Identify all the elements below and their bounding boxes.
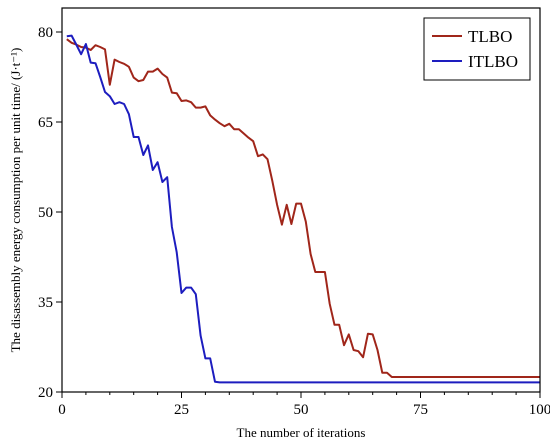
series-line-tlbo	[66, 38, 540, 378]
y-tick-label: 20	[38, 385, 53, 401]
x-tick-label: 25	[174, 402, 189, 418]
series-line-itlbo	[66, 34, 540, 384]
y-tick-label: 80	[38, 25, 53, 41]
legend-box	[423, 17, 531, 81]
y-tick-label: 35	[38, 295, 53, 311]
y-tick-label: 50	[38, 205, 53, 221]
x-tick-label: 75	[413, 402, 428, 418]
legend-label-itlbo: ITLBO	[468, 52, 518, 71]
y-axis-title: The disassembly energy consumption per u…	[8, 48, 23, 353]
x-axis-title: The number of iterations	[237, 425, 366, 440]
y-tick-label: 65	[38, 115, 53, 131]
x-tick-label: 0	[58, 402, 66, 418]
legend-label-tlbo: TLBO	[468, 27, 512, 46]
x-tick-label: 50	[294, 402, 309, 418]
x-tick-label: 100	[529, 402, 550, 418]
axis-ticks: 0 25 50 75 100 20 35 50 65 80	[38, 25, 550, 418]
series-layer	[66, 34, 540, 384]
legend: TLBO ITLBO	[423, 17, 531, 81]
